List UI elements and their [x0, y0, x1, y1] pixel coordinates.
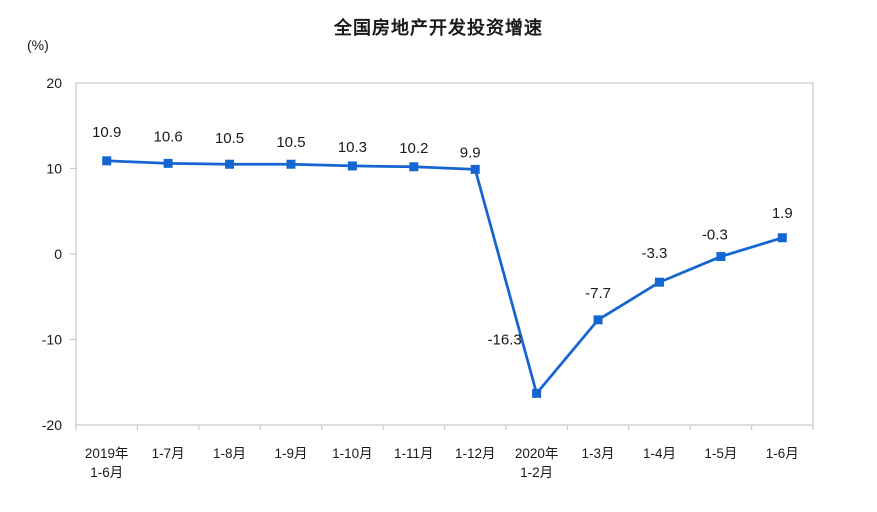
x-tick-label: 1-6月 — [766, 446, 799, 461]
y-tick-label: 10 — [46, 161, 62, 177]
x-tick-label: 1-7月 — [152, 446, 185, 461]
data-point-label: -3.3 — [642, 245, 668, 262]
data-point-label: 1.9 — [772, 205, 793, 222]
data-point-label: 10.5 — [215, 130, 244, 147]
x-tick-label: 2020年 — [515, 446, 559, 461]
data-point-label: 9.9 — [460, 144, 481, 161]
x-tick-label: 1-12月 — [455, 446, 496, 461]
data-point-marker — [409, 162, 419, 172]
data-point-label: 10.6 — [154, 128, 183, 145]
x-tick-label: 1-5月 — [704, 446, 737, 461]
data-point-marker — [225, 159, 235, 169]
data-point-label: -7.7 — [585, 285, 611, 302]
x-tick-label: 1-9月 — [274, 446, 307, 461]
data-point-label: 10.3 — [338, 139, 367, 156]
x-tick-label: 2019年 — [85, 446, 129, 461]
data-point-marker — [102, 156, 112, 166]
data-point-label: 10.2 — [399, 140, 428, 157]
data-point-marker — [470, 164, 480, 174]
data-point-marker — [532, 388, 542, 398]
chart-title: 全国房地产开发投资增速 — [334, 18, 543, 38]
x-tick-label: 1-3月 — [582, 446, 615, 461]
data-point-label: 10.5 — [276, 134, 305, 151]
plot-border — [75, 82, 814, 426]
data-point-label: 10.9 — [92, 124, 121, 141]
data-point-marker — [163, 158, 173, 168]
data-point-marker — [347, 161, 357, 171]
x-tick-label: 1-2月 — [520, 465, 553, 480]
data-point-marker — [286, 159, 296, 169]
y-tick-label: 20 — [46, 75, 62, 91]
data-point-marker — [777, 233, 787, 243]
x-tick-label: 1-11月 — [394, 446, 434, 461]
data-point-marker — [593, 315, 603, 325]
trend-line — [105, 159, 784, 395]
x-tick-label: 1-6月 — [90, 465, 123, 480]
data-point-marker — [716, 252, 726, 262]
data-point-label: -0.3 — [702, 227, 728, 244]
y-tick-label: -20 — [42, 417, 62, 433]
y-tick-label: 0 — [54, 246, 62, 262]
x-tick-label: 1-4月 — [643, 446, 676, 461]
x-tick-label: 1-8月 — [213, 446, 246, 461]
y-axis-unit-label: (%) — [27, 37, 49, 53]
data-point-label: -16.3 — [488, 331, 522, 348]
x-tick-label: 1-10月 — [332, 446, 373, 461]
y-tick-label: -10 — [42, 332, 62, 348]
data-point-marker — [654, 277, 664, 287]
